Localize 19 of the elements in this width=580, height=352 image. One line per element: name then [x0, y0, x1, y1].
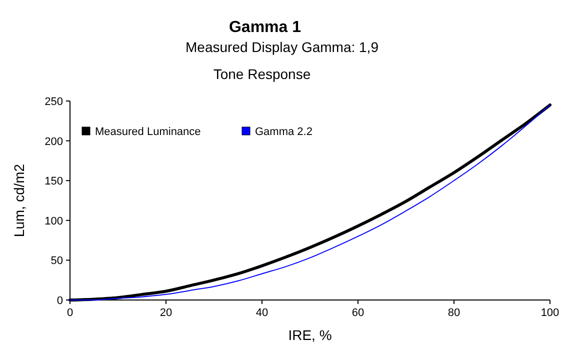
x-tick-label: 100 [540, 307, 560, 319]
x-tick-label: 0 [66, 307, 74, 319]
x-tick-label: 20 [160, 307, 172, 319]
y-tick-label: 250 [44, 96, 63, 108]
chart-subtitle: Measured Display Gamma: 1,9 [186, 39, 379, 55]
y-tick-label: 100 [44, 215, 63, 228]
x-axis-title: IRE, % [288, 327, 332, 343]
y-tick-label: 200 [44, 136, 63, 148]
x-tick-label: 60 [352, 307, 364, 319]
y-tick-label: 150 [44, 176, 63, 188]
chart-title: Gamma 1 [228, 19, 302, 36]
x-tick-label: 80 [448, 307, 460, 319]
x-tick-label: 40 [256, 307, 268, 319]
y-tick-label: 0 [56, 295, 63, 307]
y-tick-label: 50 [50, 255, 63, 268]
legend-label: Measured Luminance [95, 126, 201, 138]
text: Tone Response [213, 66, 311, 82]
y-axis-title: Lum, cd/m2 [11, 164, 27, 238]
legend-label: Gamma 2.2 [255, 126, 312, 138]
